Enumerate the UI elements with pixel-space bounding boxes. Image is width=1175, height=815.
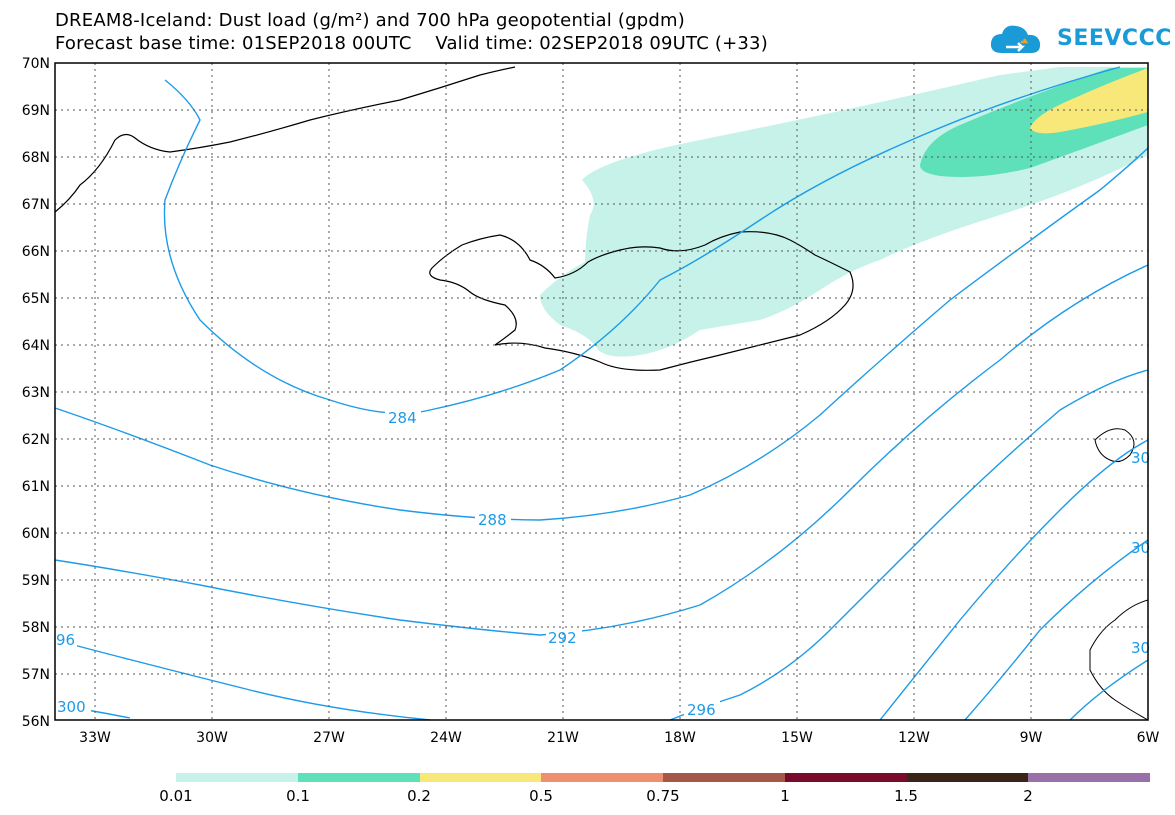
lat-label: 64N [22,338,50,354]
lon-label: 12W [898,730,930,746]
colorbar-label: 0.2 [407,787,431,805]
colorbar-label: 0.75 [646,787,680,805]
contour-288 [54,147,1149,521]
lat-label: 61N [22,479,50,495]
contour-284 [163,66,1121,415]
scotland-coastline [1089,599,1149,721]
faroe-coastline [1094,428,1135,463]
colorbar-label: 1.5 [894,787,918,805]
colorbar-segment [297,773,420,782]
lat-label: 58N [22,620,50,636]
lon-label: 21W [547,730,579,746]
lat-label: 65N [22,291,50,307]
contour-label-292: 292 [548,629,577,647]
lat-label: 67N [22,197,50,213]
map-subtitle: Forecast base time: 01SEP2018 00UTC Vali… [55,33,768,54]
contour-292 [54,264,1149,636]
lon-label: 27W [313,730,345,746]
dust-shade-0.2 [1030,68,1148,134]
lat-label: 66N [22,244,50,260]
contour-label-300: 300 [57,698,86,716]
colorbar-label: 0.1 [286,787,310,805]
map-title: DREAM8-Iceland: Dust load (g/m²) and 700… [55,10,685,31]
lon-label: 15W [781,730,813,746]
lon-label: 33W [79,730,111,746]
lon-label: 9W [1020,730,1043,746]
colorbar-label: 0.5 [529,787,553,805]
contour-296 [54,369,1149,721]
contour-label-284: 284 [388,409,417,427]
lat-label: 57N [22,667,50,683]
iceland-coastline [429,231,854,371]
map-frame [54,62,1149,721]
colorbar-segment [906,773,1029,782]
colorbar-segment [784,773,907,782]
contour-308 [1069,659,1149,721]
contour-label-296: 296 [687,701,716,719]
colorbar-label: 0.01 [159,787,193,805]
lat-label: 60N [22,526,50,542]
colorbar-segment [1028,773,1150,782]
contour-label-30b: 30 [1131,539,1150,557]
greenland-coastline [54,66,516,213]
lon-label: 6W [1137,730,1160,746]
lat-label: 68N [22,150,50,166]
logo-text: SEEVCCC [1057,26,1172,51]
lon-label: 30W [196,730,228,746]
lon-label: 18W [664,730,696,746]
lat-label: 63N [22,385,50,401]
colorbar [176,773,1150,782]
colorbar-segment [419,773,542,782]
colorbar-label: 2 [1023,787,1033,805]
colorbar-label: 1 [780,787,790,805]
contour-label-288: 288 [478,511,507,529]
lat-label: 59N [22,573,50,589]
cloud-icon [990,25,1041,53]
contour-label-30c: 30 [1131,639,1150,657]
lon-label: 24W [430,730,462,746]
lat-label: 56N [22,714,50,730]
colorbar-segment [176,773,298,782]
contour-304 [964,539,1149,721]
colorbar-segment [663,773,785,782]
contour-label-96: 96 [56,631,75,649]
colorbar-segment [541,773,663,782]
lat-label: 62N [22,432,50,448]
lat-label: 69N [22,103,50,119]
lat-label: 70N [22,56,50,72]
contour-label-30a: 30 [1131,449,1150,467]
